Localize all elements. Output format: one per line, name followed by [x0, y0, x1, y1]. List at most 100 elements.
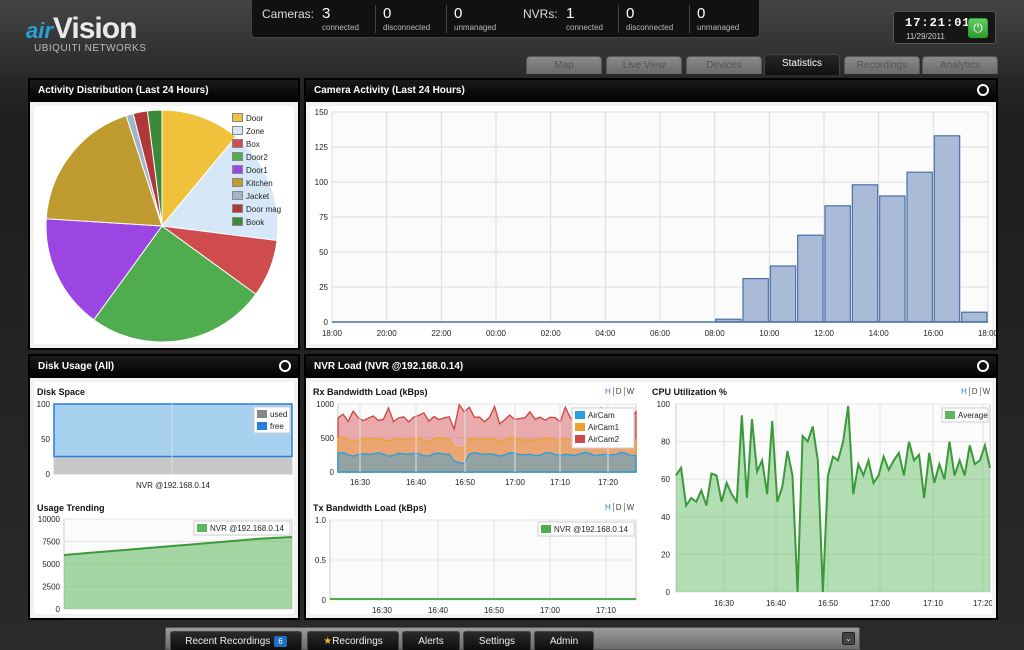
legend-swatch [232, 165, 243, 174]
refresh-icon[interactable] [977, 360, 989, 372]
tick-label: 16:40 [766, 599, 787, 608]
tx-bandwidth-chart: 0 0.5 1.0 16:30 16:40 16:50 17:00 17:10 NVR @192… [315, 516, 637, 615]
tick-label: 0 [46, 470, 51, 479]
activity-distribution-panel: Activity Distribution (Last 24 Hours) Do… [28, 78, 300, 350]
disk-space-chart: 0 50 100 NVR @192.168.0.14 used free [37, 400, 293, 490]
range-w[interactable]: W [623, 387, 637, 396]
legend-label: Kitchen [246, 179, 273, 188]
legend-item: Door [232, 112, 281, 125]
status-bar: Cameras: 3 connected 0 disconnected 0 un… [251, 0, 760, 38]
tick-label: 0 [666, 588, 671, 597]
legend-swatch [232, 139, 243, 148]
panel-title: NVR Load (NVR @192.168.0.14) [306, 356, 996, 378]
legend-label: Average [958, 411, 988, 420]
status-divider [375, 5, 376, 33]
tick-label: 06:00 [650, 329, 671, 338]
legend-swatch [232, 113, 243, 122]
legend-label: Door2 [246, 153, 268, 162]
logo-air: air [26, 18, 53, 43]
range-d[interactable]: D [612, 387, 624, 396]
usage-trending-title: Usage Trending [37, 503, 105, 513]
legend-label: AirCam [588, 411, 615, 420]
tick-label: 100 [657, 400, 671, 409]
legend-item: Kitchen [232, 177, 281, 190]
legend-swatch [257, 422, 267, 430]
tick-label: 18:00 [322, 329, 343, 338]
settings-button[interactable]: Settings [463, 631, 531, 650]
tab-devices[interactable]: Devices [686, 56, 762, 74]
tick-label: 16:50 [455, 478, 476, 487]
range-d[interactable]: D [612, 503, 624, 512]
tick-label: 17:20 [598, 478, 619, 487]
legend-swatch [575, 435, 585, 443]
tick-label: 60 [661, 475, 670, 484]
range-h[interactable]: H [961, 387, 967, 396]
range-d[interactable]: D [968, 387, 980, 396]
panel-title-text: NVR Load (NVR @192.168.0.14) [314, 361, 464, 372]
legend-label: Door mag [246, 205, 282, 214]
tick-label: 17:10 [923, 599, 944, 608]
range-h[interactable]: H [605, 387, 611, 396]
tab-map[interactable]: Map [526, 56, 602, 74]
chevron-down-icon[interactable]: ⌄ [842, 632, 855, 645]
legend-swatch [945, 411, 955, 419]
pie-chart-area: Door Zone Box Door2 Door1 Kitchen Jacket Door m… [34, 106, 294, 344]
tab-live-view[interactable]: Live View [606, 56, 682, 74]
range-h[interactable]: H [605, 503, 611, 512]
range-w[interactable]: W [979, 387, 993, 396]
disk-usage-panel: Disk Usage (All) Disk Space 0 50 100 NVR @1… [28, 354, 300, 620]
tick-label: 14:00 [869, 329, 890, 338]
legend-box [193, 520, 291, 536]
tick-label: 16:00 [923, 329, 944, 338]
tick-label: 00:00 [486, 329, 507, 338]
clock-date: 11/29/2011 [906, 32, 945, 41]
status-divider [446, 5, 447, 33]
nvrs-label: NVRs: [523, 7, 558, 21]
cameras-label: Cameras: [262, 7, 315, 21]
tab-analytics[interactable]: Analytics [922, 56, 998, 74]
cameras-connected-count: 3 [322, 5, 331, 22]
tab-statistics[interactable]: Statistics [764, 54, 840, 75]
activity-pie-chart [45, 109, 279, 343]
tick-label: 16:40 [428, 606, 449, 615]
tick-label: 40 [661, 513, 670, 522]
cameras-disconnected-label: disconnected [383, 23, 431, 32]
rx-title: Rx Bandwidth Load (kBps) [313, 387, 428, 397]
tick-label: 17:00 [540, 606, 561, 615]
tick-label: 80 [661, 438, 670, 447]
range-w[interactable]: W [623, 503, 637, 512]
power-icon[interactable]: ⏻ [968, 18, 988, 38]
nvrs-disconnected-count: 0 [626, 5, 635, 22]
legend-item: Door2 [232, 151, 281, 164]
refresh-icon[interactable] [279, 360, 291, 372]
bar [824, 205, 851, 323]
plot-area [675, 403, 991, 593]
category-label: NVR @192.168.0.14 [136, 481, 210, 490]
tick-label: 17:10 [596, 606, 617, 615]
tab-recordings[interactable]: Recordings [844, 56, 920, 74]
tick-label: 16:50 [818, 599, 839, 608]
recent-recordings-button[interactable]: Recent Recordings 6 [170, 631, 302, 650]
tick-label: 16:40 [406, 478, 427, 487]
alerts-button[interactable]: Alerts [402, 631, 460, 650]
recordings-button[interactable]: ★Recordings [307, 631, 399, 650]
tick-label: 17:00 [870, 599, 891, 608]
tick-label: 17:00 [505, 478, 526, 487]
legend-swatch [575, 423, 585, 431]
tick-label: 16:50 [484, 606, 505, 615]
legend-item: Door1 [232, 164, 281, 177]
tick-label: 08:00 [705, 329, 726, 338]
admin-button[interactable]: Admin [534, 631, 594, 650]
panel-title-text: Disk Usage (All) [38, 361, 115, 372]
camera-activity-panel: Camera Activity (Last 24 Hours) 0 25 50 75 1… [304, 78, 999, 350]
bar-free [53, 403, 293, 458]
tick-label: 20 [661, 550, 670, 559]
tick-label: 04:00 [595, 329, 616, 338]
bottom-toolbar: Recent Recordings 6 ★Recordings Alerts Se… [165, 627, 860, 650]
tick-label: 100 [315, 178, 329, 187]
legend-swatch [232, 126, 243, 135]
refresh-icon[interactable] [977, 84, 989, 96]
panel-title: Camera Activity (Last 24 Hours) [306, 80, 996, 102]
